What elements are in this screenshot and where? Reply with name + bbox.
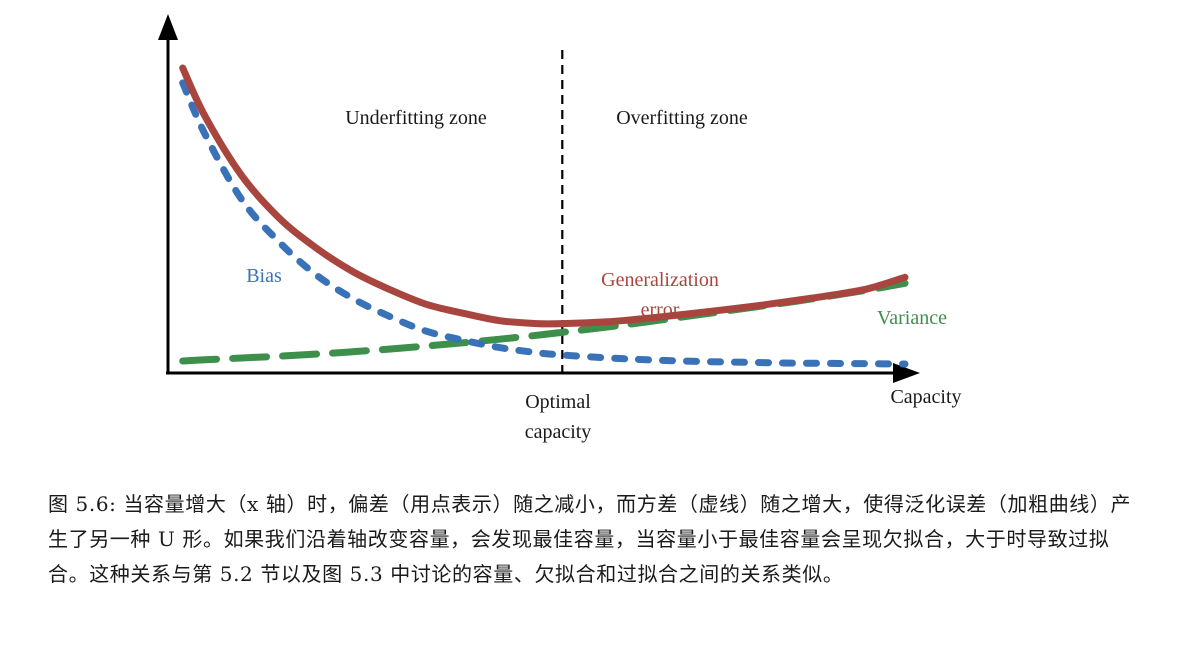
- figure-caption: 图 5.6: 当容量增大（x 轴）时，偏差（用点表示）随之减小，而方差（虚线）随…: [48, 492, 1132, 586]
- variance-label: Variance: [877, 307, 947, 329]
- y-axis-arrowhead: [158, 14, 178, 40]
- overfitting-zone-label: Overfitting zone: [616, 107, 748, 129]
- generalization-error-curve: [179, 64, 909, 328]
- optimal-capacity-label-line2: capacity: [525, 421, 592, 443]
- x-axis-label: Capacity: [890, 386, 961, 408]
- bias-curve: [179, 79, 909, 368]
- generalization-error-label-line2: error: [641, 299, 680, 321]
- generalization-error-label-line1: Generalization: [601, 269, 719, 291]
- x-axis-arrowhead: [893, 363, 920, 383]
- optimal-capacity-label-line1: Optimal: [525, 391, 591, 413]
- underfitting-zone-label: Underfitting zone: [345, 107, 487, 129]
- capacity-error-chart: Underfitting zone Overfitting zone Bias …: [158, 14, 962, 443]
- bias-label: Bias: [246, 265, 282, 287]
- series-group: [179, 64, 909, 368]
